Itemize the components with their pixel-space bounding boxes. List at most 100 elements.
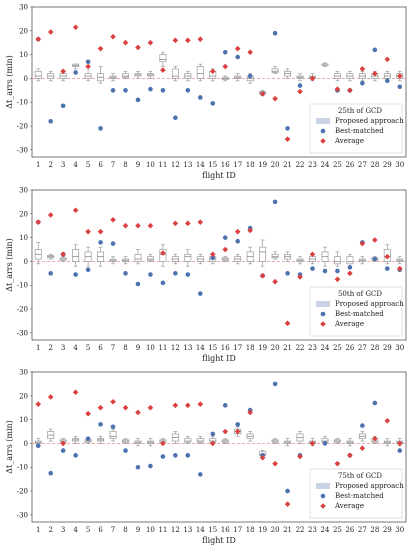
- x-tick-label: 29: [383, 161, 392, 169]
- best-matched-point: [110, 241, 116, 246]
- legend-swatch-best: [320, 311, 326, 317]
- legend-swatch-proposed: [316, 118, 330, 124]
- average-point: [172, 220, 179, 227]
- best-matched-point: [135, 464, 141, 470]
- average-point: [110, 33, 116, 40]
- x-tick-label: 24: [321, 526, 330, 534]
- x-tick-label: 21: [283, 344, 292, 352]
- average-point: [35, 219, 42, 225]
- x-tick-label: 24: [321, 344, 330, 352]
- average-point: [135, 222, 141, 229]
- average-point: [284, 136, 291, 142]
- x-tick-label: 23: [308, 344, 317, 352]
- x-tick-label: 1: [36, 161, 40, 169]
- x-tick-label: 28: [370, 344, 379, 352]
- x-tick-label: 30: [395, 344, 404, 352]
- average-point: [209, 251, 216, 258]
- x-tick-label: 15: [208, 344, 217, 352]
- average-point: [359, 240, 366, 247]
- average-point: [110, 398, 116, 405]
- average-point: [359, 66, 366, 72]
- average-point: [147, 222, 154, 229]
- y-tick-label: -30: [17, 511, 28, 519]
- best-matched-point: [148, 463, 153, 469]
- x-tick-label: 13: [183, 161, 192, 169]
- best-matched-point: [210, 101, 216, 106]
- box: [122, 73, 129, 78]
- average-point: [147, 39, 154, 46]
- best-matched-point: [185, 272, 191, 277]
- best-matched-point: [198, 472, 203, 477]
- best-matched-point: [173, 271, 178, 276]
- best-matched-point: [198, 95, 203, 100]
- x-tick-label: 13: [183, 526, 192, 534]
- x-tick-label: 8: [123, 344, 127, 352]
- average-point: [35, 401, 42, 407]
- best-matched-point: [272, 199, 278, 205]
- legend-entry: Best-matched: [335, 492, 384, 500]
- best-matched-point: [397, 448, 403, 453]
- average-point: [396, 265, 403, 272]
- average-point: [272, 460, 278, 467]
- average-point: [384, 56, 391, 63]
- average-point: [396, 440, 403, 447]
- y-tick-label: 0: [24, 75, 28, 83]
- average-point: [222, 63, 229, 70]
- average-point: [135, 44, 141, 51]
- x-tick-label: 26: [345, 161, 354, 169]
- average-point: [85, 63, 91, 70]
- x-tick-label: 6: [98, 344, 103, 352]
- x-tick-label: 17: [233, 161, 242, 169]
- average-point: [297, 88, 303, 95]
- average-point: [122, 222, 129, 229]
- y-tick-label: 20: [19, 27, 28, 35]
- best-matched-point: [322, 441, 328, 446]
- average-point: [60, 68, 66, 75]
- x-tick-label: 11: [158, 526, 167, 534]
- best-matched-point: [335, 268, 340, 274]
- legend-box: [309, 286, 403, 337]
- average-point: [72, 389, 79, 396]
- x-tick-label: 12: [171, 526, 180, 534]
- average-point: [209, 68, 216, 75]
- y-tick-label: 30: [19, 369, 28, 377]
- best-matched-point: [297, 83, 303, 88]
- x-tick-label: 20: [271, 344, 280, 352]
- x-tick-label: 22: [296, 161, 305, 169]
- best-matched-point: [210, 431, 216, 437]
- average-point: [384, 253, 391, 260]
- average-point: [334, 276, 341, 283]
- x-tick-label: 9: [136, 344, 140, 352]
- legend-title: 75th of GCD: [338, 472, 382, 480]
- x-tick-label: 28: [370, 526, 379, 534]
- x-tick-label: 27: [358, 161, 367, 169]
- average-point: [97, 404, 104, 411]
- best-matched-point: [372, 256, 378, 262]
- average-point: [209, 440, 216, 447]
- y-tick-label: -20: [17, 488, 28, 496]
- x-axis-label: flight ID: [202, 536, 236, 545]
- x-tick-label: 2: [48, 526, 52, 534]
- x-tick-label: 24: [321, 161, 330, 169]
- legend-entry: Average: [334, 502, 364, 510]
- average-point: [222, 246, 229, 253]
- x-tick-label: 21: [283, 161, 292, 169]
- y-axis-label: Δt_arrs (min): [5, 238, 14, 292]
- legend: 75th of GCD Proposed approach Best-matched…: [309, 468, 404, 519]
- average-point: [197, 36, 204, 42]
- x-tick-label: 6: [98, 526, 103, 534]
- legend-swatch-proposed: [316, 301, 330, 307]
- box: [196, 66, 204, 79]
- average-point: [259, 272, 266, 279]
- x-tick-label: 26: [345, 526, 354, 534]
- average-point: [85, 228, 91, 235]
- x-tick-label: 21: [283, 526, 292, 534]
- average-point: [60, 440, 66, 447]
- legend-title: 25th of GCD: [338, 107, 382, 115]
- x-tick-label: 2: [48, 161, 52, 169]
- x-tick-label: 17: [233, 344, 242, 352]
- box: [271, 68, 279, 73]
- average-point: [60, 251, 66, 258]
- average-point: [160, 250, 166, 256]
